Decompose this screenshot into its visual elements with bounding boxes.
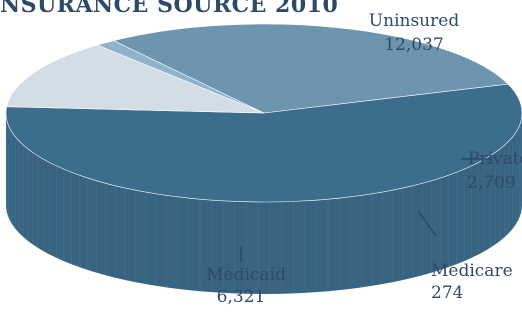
slice-value-medicare: 274 — [431, 283, 463, 303]
slice-label-medicaid: Medicaid — [206, 265, 286, 285]
slice-label-medicare: Medicare — [431, 261, 513, 281]
slice-value-private: 2,709 — [467, 173, 516, 193]
slice-value-medicaid: 6,321 — [217, 287, 266, 307]
slice-value-uninsured: 12,037 — [384, 35, 443, 55]
pie-slice-uninsured — [5, 83, 522, 203]
slice-label-private: Private — [468, 149, 522, 169]
chart-title: NSURANCE SOURCE 2010 — [0, 0, 339, 18]
slice-label-uninsured: Uninsured — [369, 11, 460, 31]
pie-slice-private — [6, 44, 265, 114]
leader-line-medicare — [417, 210, 437, 237]
pie-slice-medicaid — [112, 23, 509, 114]
